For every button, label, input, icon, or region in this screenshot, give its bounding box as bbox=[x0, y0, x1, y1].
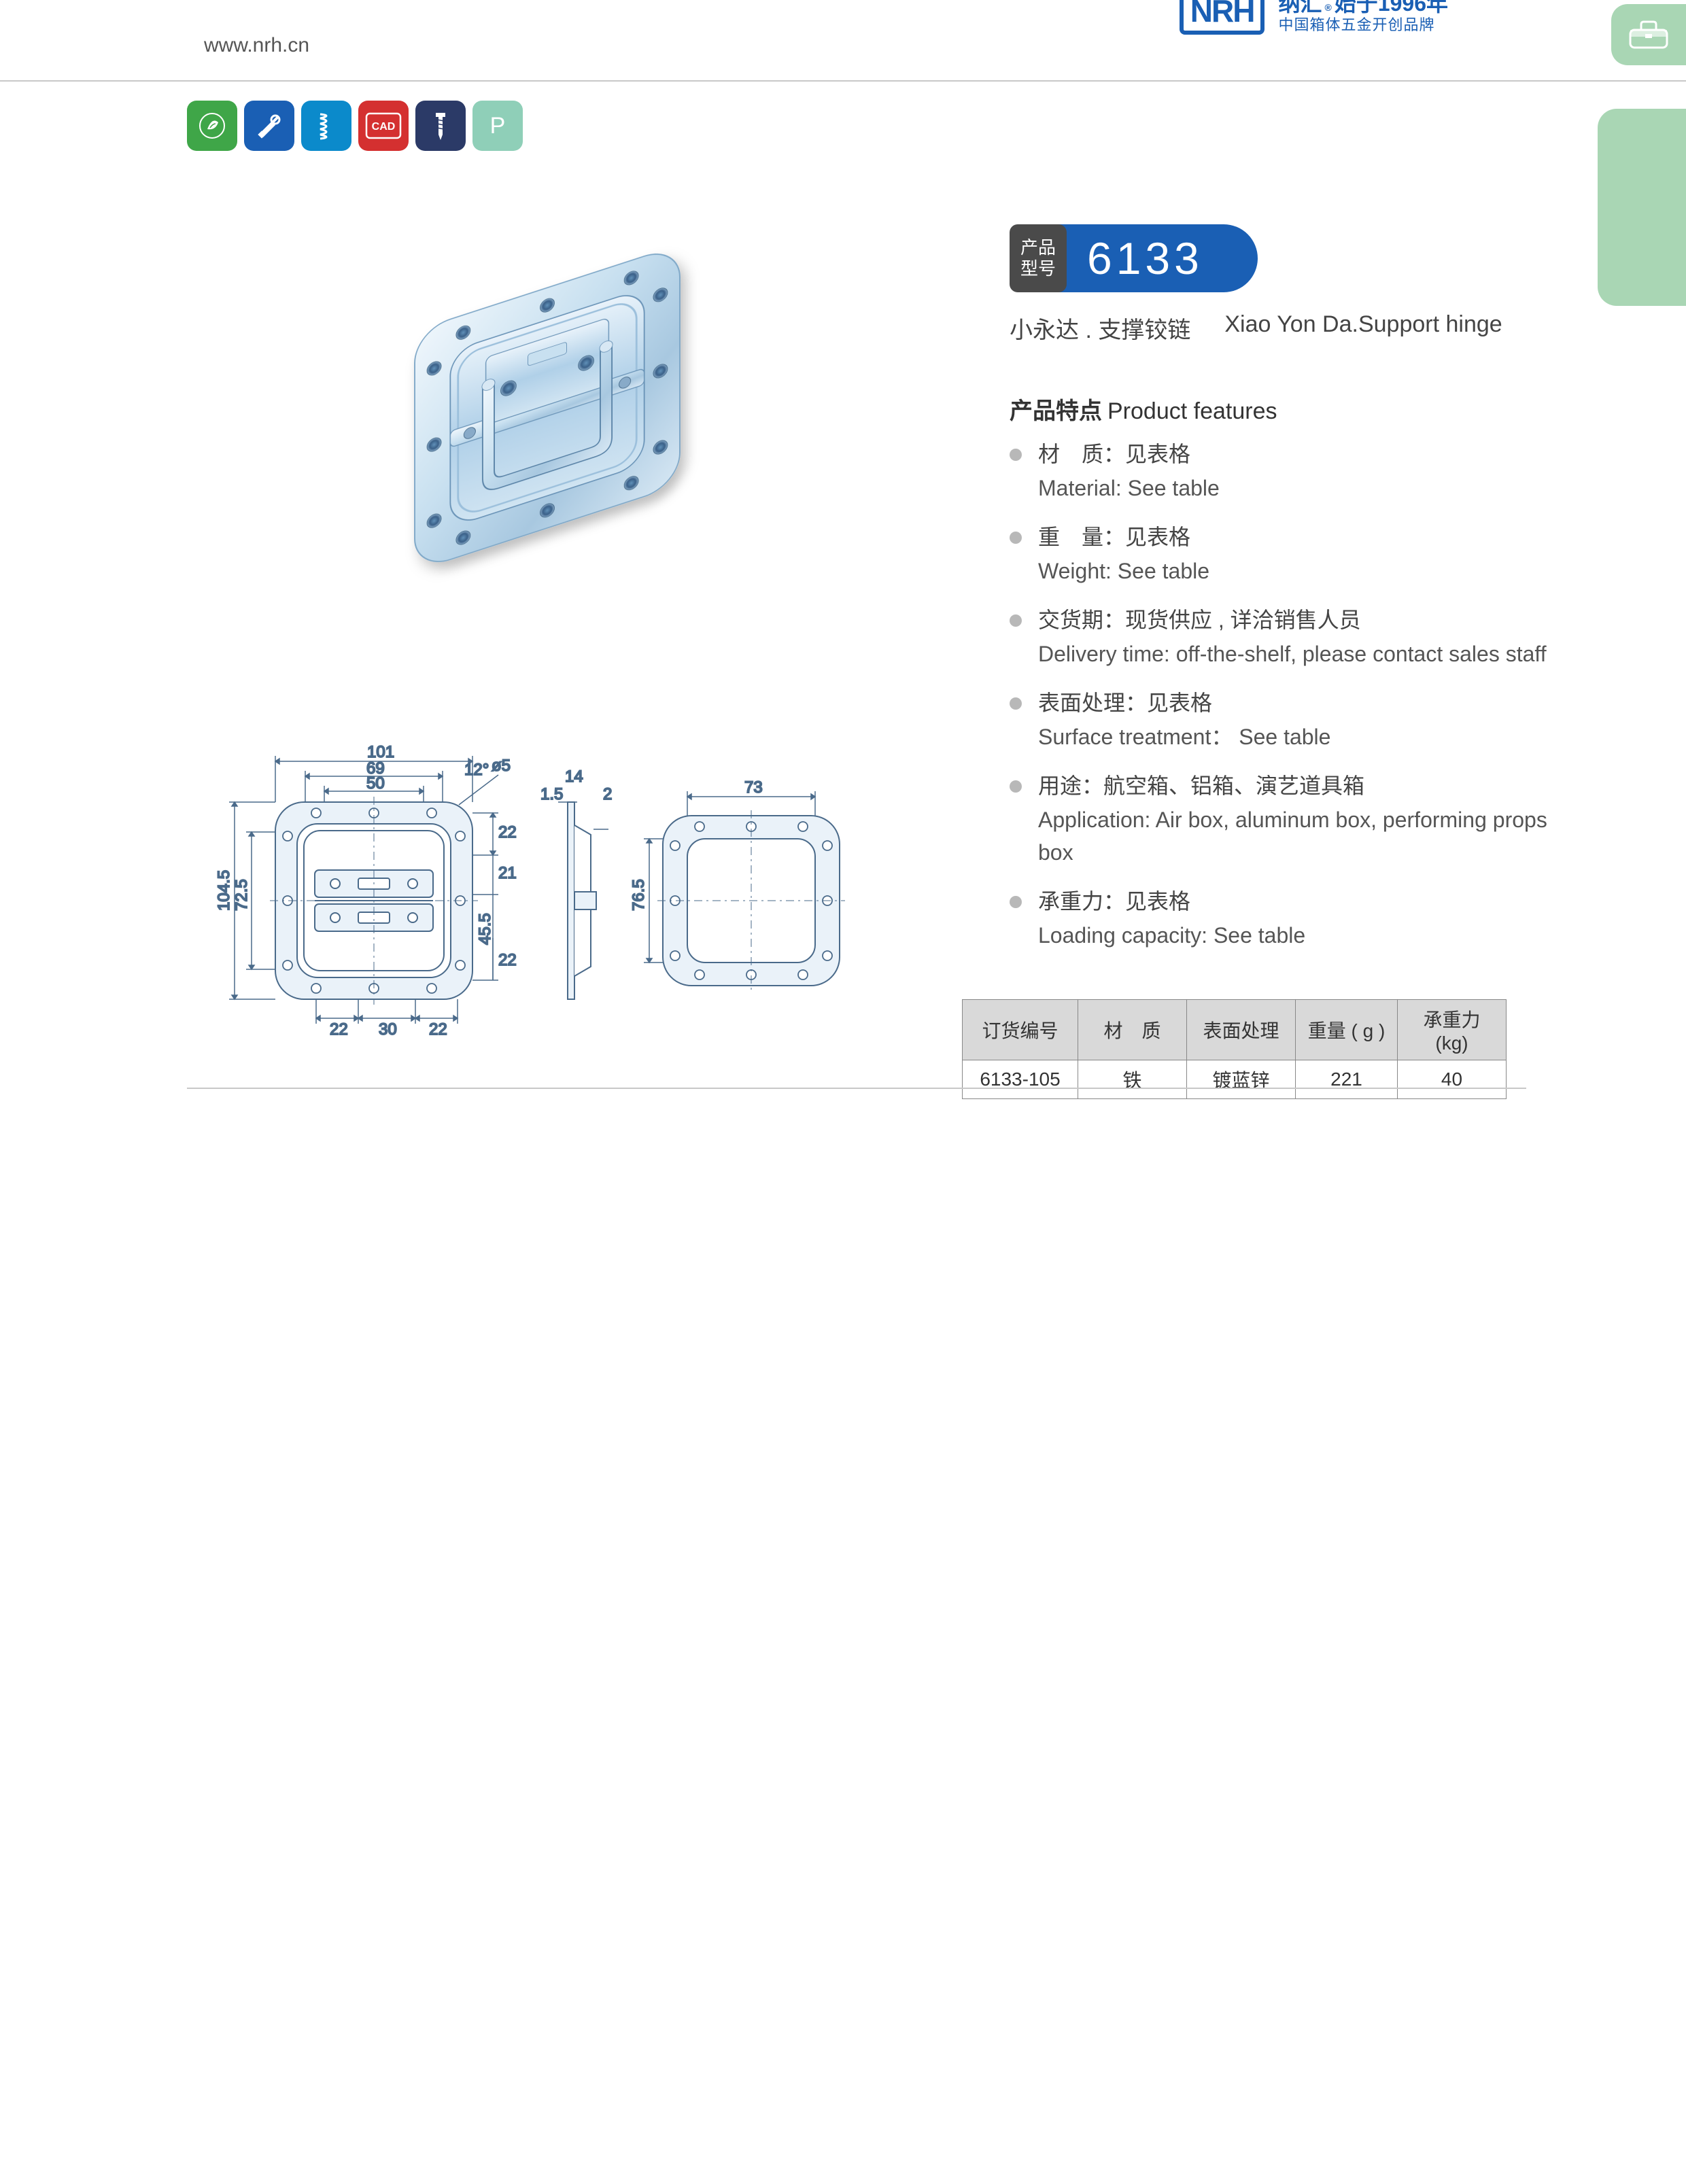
cad-icon: CAD bbox=[358, 101, 409, 151]
feature-icon-row: CAD P bbox=[187, 101, 523, 151]
table-header: 材 质 bbox=[1078, 1000, 1187, 1060]
feature-list: 材 质：见表格Material: See table 重 量：见表格Weight:… bbox=[1010, 438, 1560, 952]
model-name-en: Xiao Yon Da.Support hinge bbox=[1224, 311, 1502, 345]
model-label: 产品 型号 bbox=[1010, 224, 1067, 292]
model-name-cn: 小永达 . 支撑铰链 bbox=[1010, 311, 1190, 345]
svg-text:1.5: 1.5 bbox=[540, 785, 563, 803]
svg-text:CAD: CAD bbox=[372, 121, 396, 133]
feature-item: 用途：航空箱、铝箱、演艺道具箱Application: Air box, alu… bbox=[1010, 769, 1560, 869]
footer-divider bbox=[187, 1088, 1526, 1089]
registered-mark: ® bbox=[1324, 2, 1331, 14]
features-title: 产品特点Product features bbox=[1010, 392, 1560, 426]
table-header: 承重力 (kg) bbox=[1398, 1000, 1507, 1060]
feature-item: 交货期：现货供应 , 详洽销售人员Delivery time: off-the-… bbox=[1010, 604, 1560, 670]
spring-icon bbox=[301, 101, 351, 151]
svg-text:22: 22 bbox=[429, 1020, 447, 1039]
svg-text:30: 30 bbox=[379, 1020, 397, 1039]
table-header: 表面处理 bbox=[1187, 1000, 1296, 1060]
spec-table: 订货编号材 质表面处理重量 ( g )承重力 (kg)6133-105铁镀蓝锌2… bbox=[962, 999, 1507, 1099]
site-url: www.nrh.cn bbox=[204, 34, 309, 57]
svg-text:14: 14 bbox=[565, 767, 583, 786]
svg-text:21: 21 bbox=[498, 864, 517, 882]
model-badge: 产品 型号 6133 bbox=[1010, 224, 1560, 292]
feature-item: 表面处理：见表格Surface treatment： See table bbox=[1010, 687, 1560, 753]
svg-text:45.5: 45.5 bbox=[476, 913, 494, 945]
svg-text:22: 22 bbox=[498, 951, 517, 969]
brand-tagline: 中国箱体五金开创品牌 bbox=[1278, 16, 1448, 34]
brand-logo: NRH bbox=[1180, 0, 1265, 35]
feature-item: 重 量：见表格Weight: See table bbox=[1010, 521, 1560, 587]
eco-icon bbox=[187, 101, 237, 151]
product-render-image bbox=[303, 211, 792, 632]
svg-text:22: 22 bbox=[498, 823, 517, 842]
brand-block: NRH 纳汇® 始于1996年 中国箱体五金开创品牌 bbox=[1180, 0, 1448, 35]
svg-text:2: 2 bbox=[603, 785, 612, 803]
p-icon: P bbox=[472, 101, 523, 151]
technical-drawing: 101 69 50 12° ø5 104.5 72.5 bbox=[187, 741, 908, 1094]
side-tab-icon bbox=[1611, 4, 1686, 65]
feature-item: 承重力：见表格Loading capacity: See table bbox=[1010, 885, 1560, 952]
tools-icon bbox=[244, 101, 294, 151]
page-header: www.nrh.cn NRH 纳汇® 始于1996年 中国箱体五金开创品牌 bbox=[0, 0, 1686, 82]
screw-icon bbox=[415, 101, 466, 151]
feature-item: 材 质：见表格Material: See table bbox=[1010, 438, 1560, 504]
svg-text:72.5: 72.5 bbox=[233, 879, 251, 911]
model-number: 6133 bbox=[1053, 224, 1258, 292]
table-row: 6133-105铁镀蓝锌22140 bbox=[963, 1060, 1507, 1099]
svg-text:50: 50 bbox=[366, 774, 385, 793]
brand-name-cn: 纳汇 bbox=[1278, 0, 1322, 16]
svg-text:P: P bbox=[490, 113, 506, 139]
spec-panel: 产品 型号 6133 小永达 . 支撑铰链 Xiao Yon Da.Suppor… bbox=[1010, 224, 1560, 968]
svg-text:101: 101 bbox=[367, 743, 394, 761]
brand-since: 始于1996年 bbox=[1335, 0, 1448, 16]
model-names: 小永达 . 支撑铰链 Xiao Yon Da.Support hinge bbox=[1010, 311, 1560, 345]
svg-text:76.5: 76.5 bbox=[630, 879, 648, 911]
svg-text:104.5: 104.5 bbox=[215, 870, 233, 911]
table-header: 重量 ( g ) bbox=[1296, 1000, 1398, 1060]
svg-text:22: 22 bbox=[330, 1020, 348, 1039]
svg-text:ø5: ø5 bbox=[492, 757, 511, 775]
table-header: 订货编号 bbox=[963, 1000, 1078, 1060]
svg-text:12°: 12° bbox=[464, 761, 489, 779]
svg-text:73: 73 bbox=[744, 778, 763, 797]
side-tab-panel bbox=[1598, 109, 1686, 306]
